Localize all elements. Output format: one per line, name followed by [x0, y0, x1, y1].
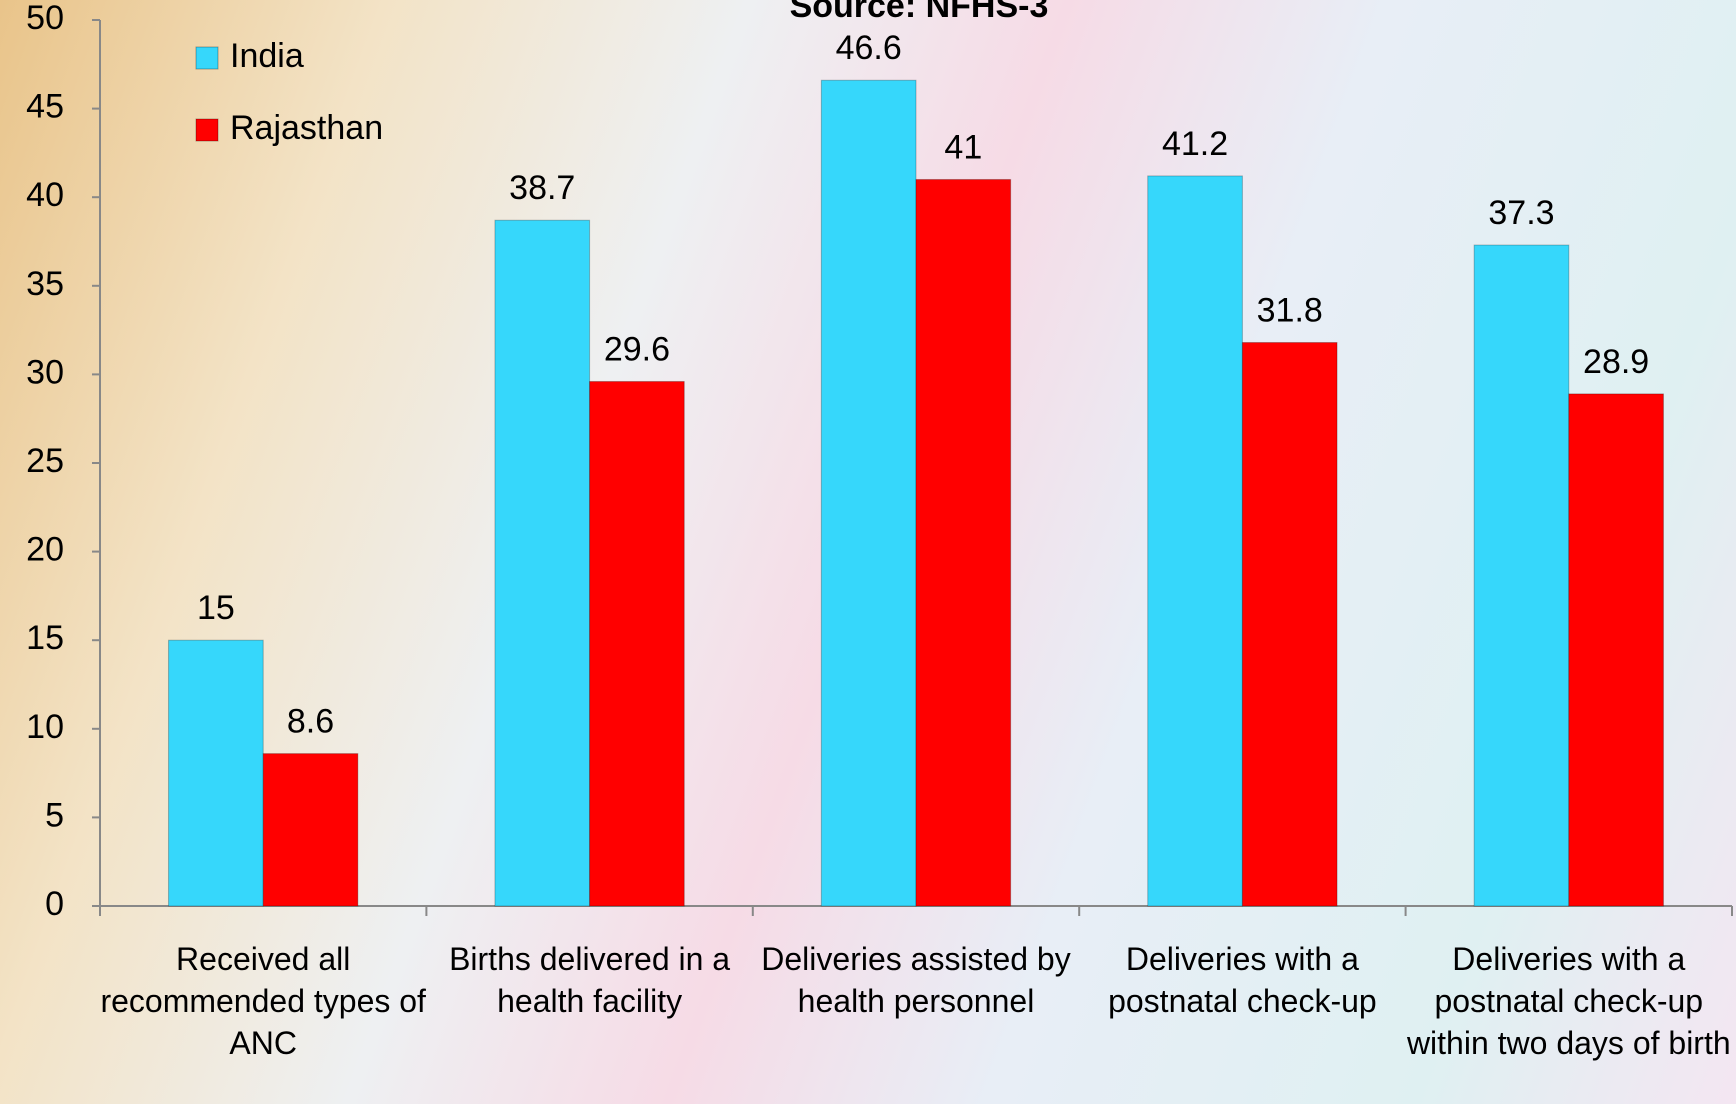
y-tick-label: 20 — [26, 531, 64, 569]
bar — [915, 178, 1012, 907]
y-tick-label: 10 — [26, 708, 64, 746]
x-tick-label: Deliveries with a postnatal check-up — [1108, 941, 1377, 1019]
chart-title: Source: NFHS-3 — [790, 0, 1049, 25]
y-tick-label: 45 — [26, 88, 64, 126]
bar — [262, 753, 359, 907]
bar — [1568, 393, 1664, 907]
y-tick-label: 25 — [26, 442, 64, 480]
value-label: 28.9 — [1583, 343, 1649, 381]
bar — [589, 380, 685, 907]
y-tick-label: 35 — [26, 265, 64, 303]
legend-label: India — [230, 37, 304, 75]
value-label: 15 — [197, 589, 235, 627]
bar — [1241, 342, 1338, 907]
bar — [1147, 175, 1243, 907]
value-label: 37.3 — [1488, 194, 1554, 232]
value-label: 29.6 — [604, 330, 670, 368]
x-tick-label: Births delivered in a health facility — [449, 941, 731, 1019]
legend-swatch — [195, 118, 219, 142]
bar — [168, 639, 264, 907]
x-tick-label: Deliveries with a postnatal check-up wit… — [1406, 941, 1731, 1061]
y-tick-label: 40 — [26, 176, 64, 214]
x-tick-label: Received all recommended types of ANC — [100, 941, 426, 1061]
y-tick-label: 0 — [45, 885, 64, 923]
bar — [820, 79, 917, 907]
value-label: 46.6 — [836, 29, 902, 67]
value-label: 41.2 — [1162, 125, 1228, 163]
value-label: 41 — [944, 128, 982, 166]
y-tick-label: 15 — [26, 619, 64, 657]
y-tick-label: 5 — [45, 796, 64, 834]
y-tick-label: 30 — [26, 353, 64, 391]
value-label: 38.7 — [509, 169, 575, 207]
value-label: 31.8 — [1257, 291, 1323, 329]
bar — [494, 219, 591, 907]
x-tick-label: Deliveries assisted by health personnel — [761, 941, 1071, 1019]
value-label: 8.6 — [287, 703, 334, 741]
legend-swatch — [195, 46, 219, 70]
bar — [1473, 244, 1570, 907]
y-tick-label: 50 — [26, 0, 64, 37]
legend-label: Rajasthan — [230, 109, 383, 147]
